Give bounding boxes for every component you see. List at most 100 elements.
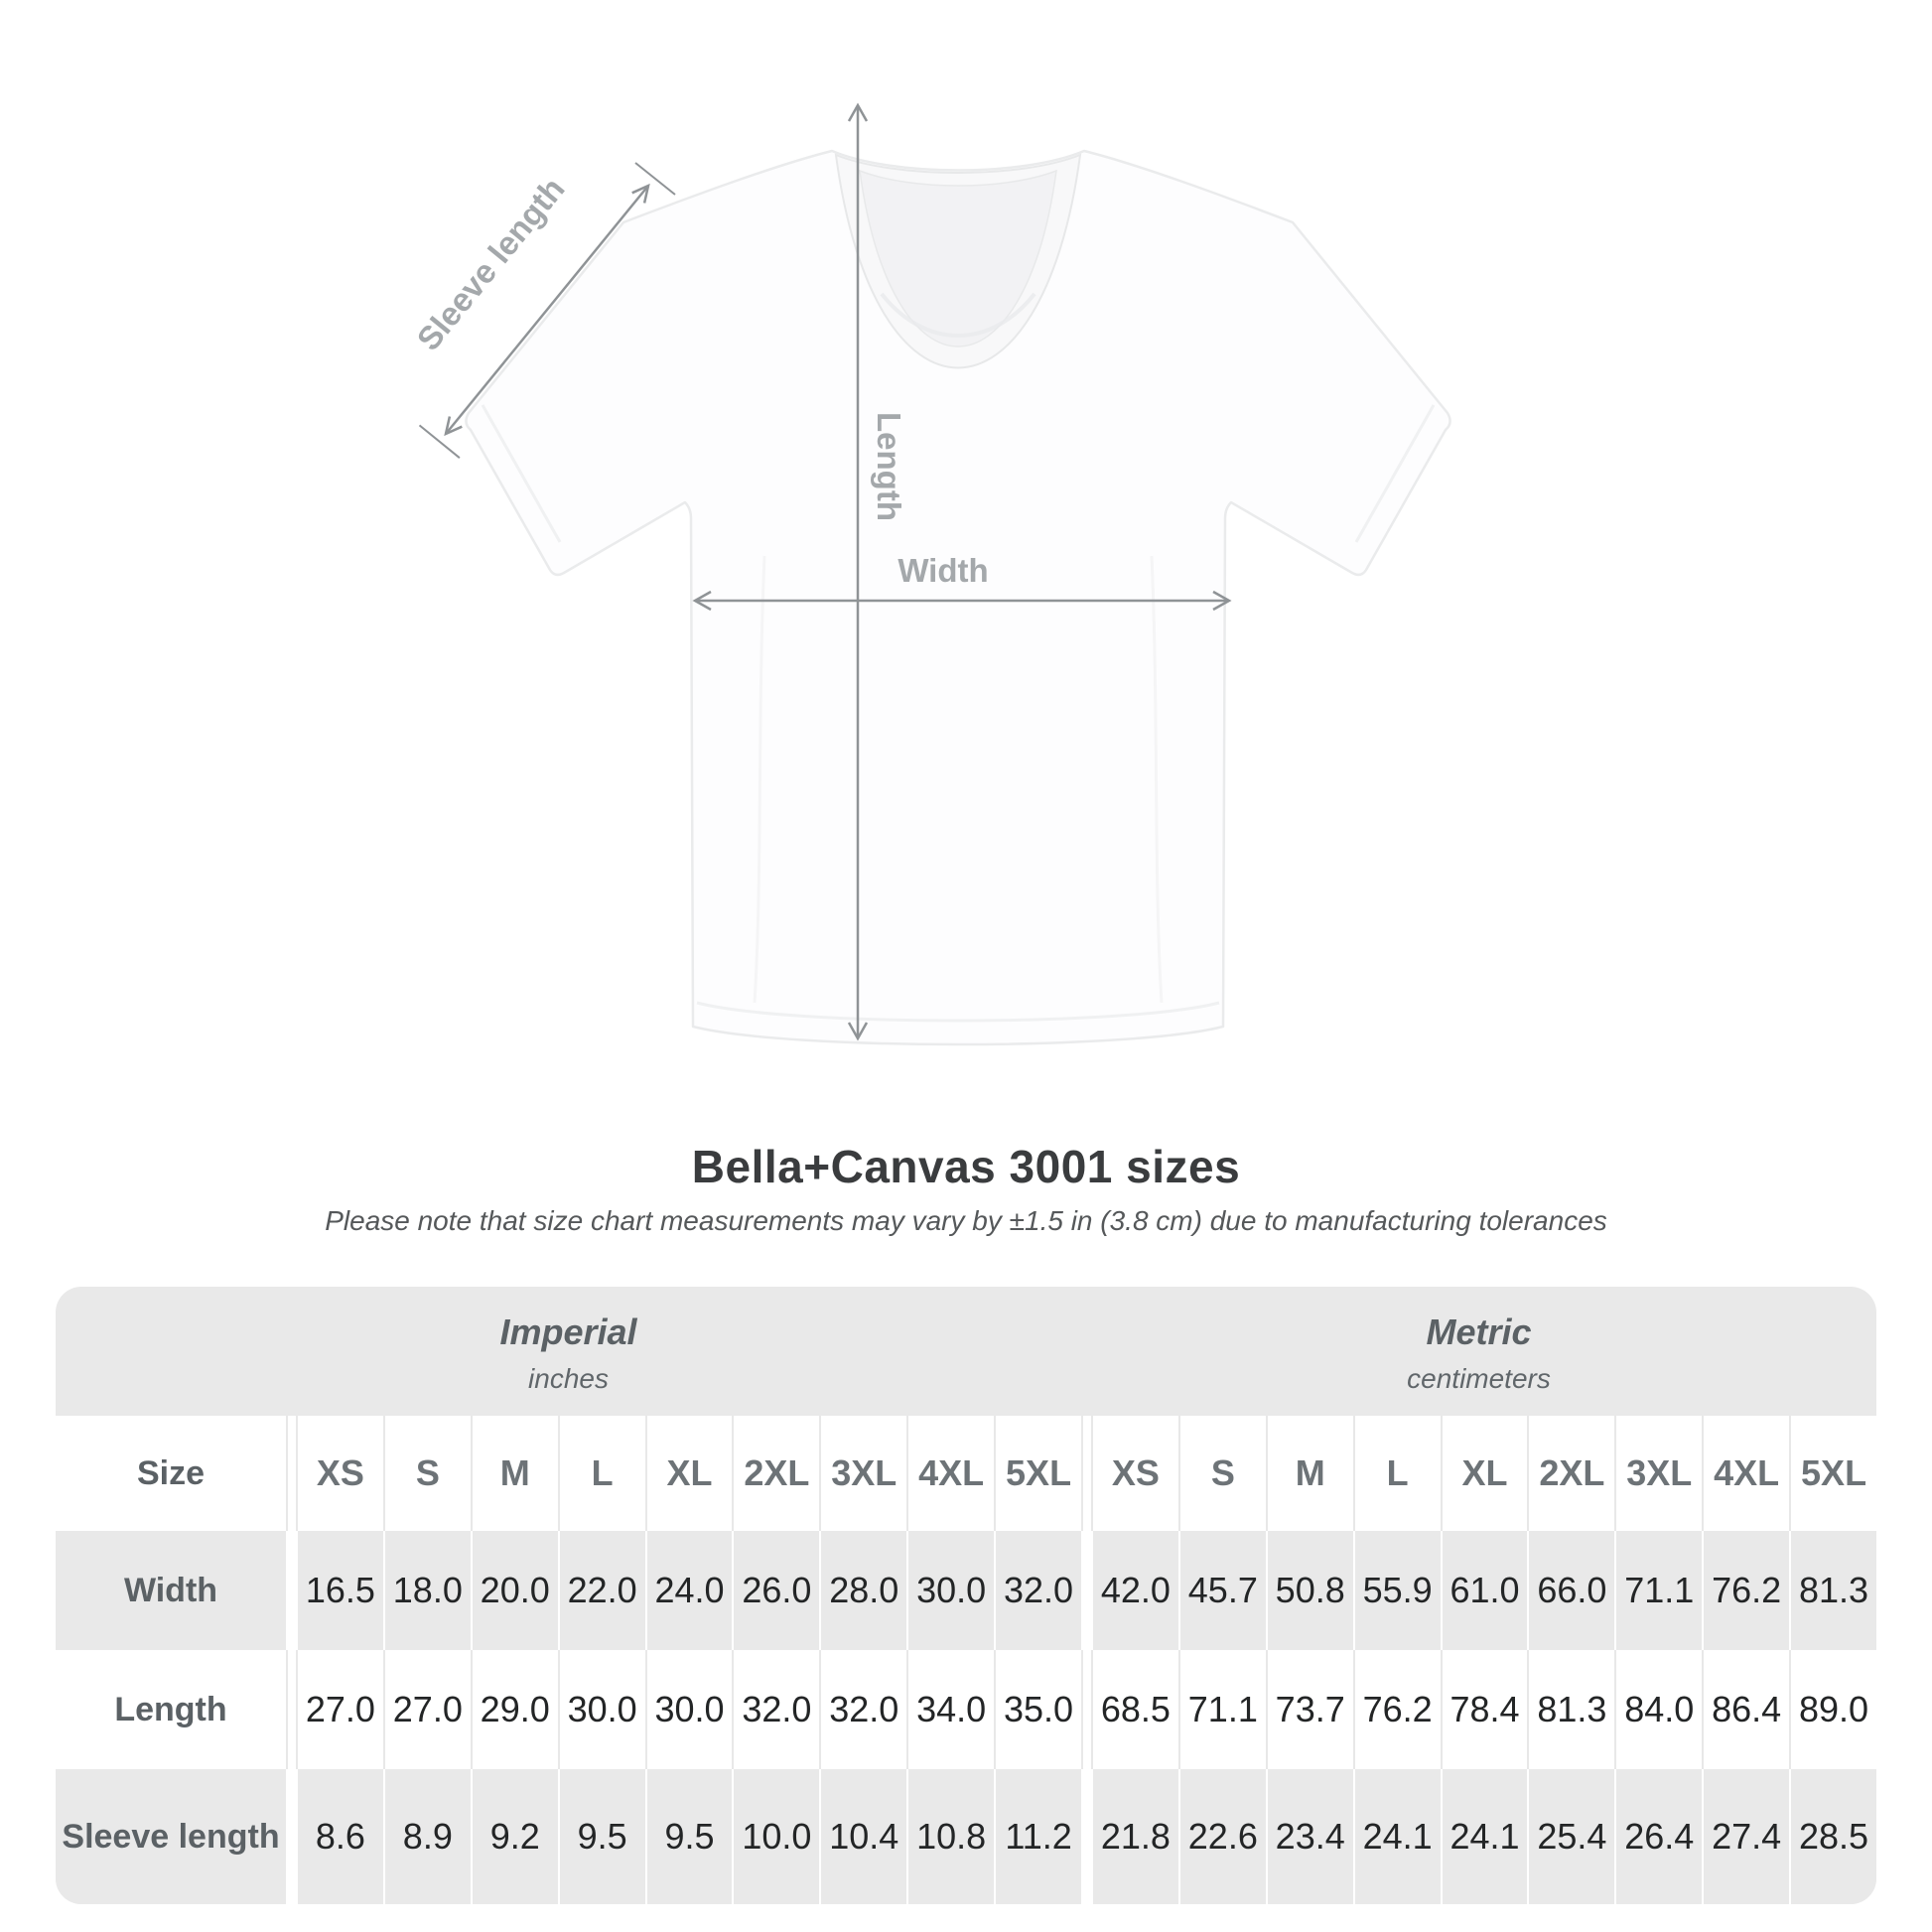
- size-header-cell: M: [470, 1416, 558, 1531]
- table-row-sleeve-length: Sleeve length 8.6 8.9 9.2 9.5 9.5 10.0 1…: [56, 1769, 1876, 1904]
- value-cell: 20.0: [470, 1531, 558, 1650]
- value-cell: 73.7: [1265, 1650, 1353, 1769]
- imperial-group-unit: inches: [528, 1363, 609, 1394]
- value-cell: 81.3: [1527, 1650, 1614, 1769]
- value-cell: 50.8: [1265, 1531, 1353, 1650]
- value-cell: 34.0: [906, 1650, 994, 1769]
- value-cell: 28.5: [1789, 1769, 1876, 1904]
- size-header-cell: 2XL: [1527, 1416, 1614, 1531]
- tshirt-illustration: [465, 149, 1451, 1046]
- value-cell: 26.0: [732, 1531, 819, 1650]
- size-header-cell: XL: [644, 1416, 733, 1531]
- value-cell: 9.5: [644, 1769, 733, 1904]
- value-cell: 89.0: [1789, 1650, 1876, 1769]
- value-cell: 10.8: [906, 1769, 994, 1904]
- value-cell: 30.0: [644, 1650, 733, 1769]
- length-label: Length: [871, 412, 907, 521]
- value-cell: 16.5: [296, 1531, 383, 1650]
- value-cell: 18.0: [382, 1531, 471, 1650]
- collar-inner-shadow: [880, 292, 1036, 338]
- value-cell: 10.0: [732, 1769, 819, 1904]
- left-cuff-seam: [481, 404, 562, 543]
- value-cell: 28.0: [819, 1531, 906, 1650]
- metric-group-label: Metric: [1426, 1311, 1532, 1352]
- size-header-cell: 4XL: [906, 1416, 994, 1531]
- value-cell: 22.6: [1177, 1769, 1266, 1904]
- size-header-cell: L: [557, 1416, 645, 1531]
- width-arrow: [692, 590, 1232, 612]
- value-cell: 30.0: [906, 1531, 994, 1650]
- value-cell: 24.0: [644, 1531, 733, 1650]
- value-cell: 61.0: [1440, 1531, 1528, 1650]
- collar-opening: [859, 169, 1057, 347]
- tshirt-body: [465, 149, 1451, 1046]
- metric-group-unit: centimeters: [1407, 1363, 1551, 1394]
- value-cell: 66.0: [1527, 1531, 1614, 1650]
- group-separator: [1080, 1769, 1091, 1904]
- group-separator: [286, 1531, 296, 1650]
- group-separator: [1080, 1650, 1091, 1769]
- body-fold-left: [753, 555, 766, 1004]
- value-cell: 8.6: [296, 1769, 383, 1904]
- value-cell: 81.3: [1789, 1531, 1876, 1650]
- row-label: Width: [123, 1571, 218, 1609]
- value-cell: 27.4: [1702, 1769, 1789, 1904]
- value-cell: 22.0: [557, 1531, 645, 1650]
- value-cell: 26.4: [1614, 1769, 1702, 1904]
- page-title: Bella+Canvas 3001 sizes: [691, 1141, 1241, 1192]
- size-header-cell: L: [1352, 1416, 1441, 1531]
- value-cell: 23.4: [1265, 1769, 1353, 1904]
- value-cell: 10.4: [819, 1769, 906, 1904]
- value-cell: 71.1: [1177, 1650, 1266, 1769]
- value-cell: 68.5: [1090, 1650, 1178, 1769]
- value-cell: 24.1: [1352, 1769, 1441, 1904]
- value-cell: 76.2: [1352, 1650, 1441, 1769]
- group-separator: [286, 1650, 296, 1769]
- imperial-group-header: Imperial inches: [56, 1287, 1081, 1418]
- value-cell: 32.0: [732, 1650, 819, 1769]
- value-cell: 21.8: [1090, 1769, 1178, 1904]
- width-label: Width: [897, 552, 988, 589]
- row-label: Sleeve length: [62, 1817, 280, 1856]
- body-fold-right: [1150, 555, 1164, 1004]
- value-cell: 9.5: [557, 1769, 645, 1904]
- size-header-cell: XL: [1440, 1416, 1528, 1531]
- size-header-cell: 5XL: [994, 1416, 1081, 1531]
- value-cell: 55.9: [1352, 1531, 1441, 1650]
- table-row-length: Length 27.0 27.0 29.0 30.0 30.0 32.0 32.…: [56, 1650, 1876, 1769]
- value-cell: 42.0: [1090, 1531, 1178, 1650]
- size-header-cell: S: [1177, 1416, 1266, 1531]
- value-cell: 84.0: [1614, 1650, 1702, 1769]
- size-column-header: Size: [136, 1453, 206, 1492]
- value-cell: 24.1: [1440, 1769, 1528, 1904]
- value-cell: 86.4: [1702, 1650, 1789, 1769]
- right-cuff-seam: [1354, 404, 1436, 543]
- hem-seam: [696, 1001, 1220, 1023]
- unit-group-row: Imperial inches Metric centimeters: [56, 1287, 1876, 1416]
- length-arrow: [847, 102, 869, 1041]
- sleeve-length-arrow: [418, 162, 676, 459]
- group-separator: [1080, 1531, 1091, 1650]
- value-cell: 76.2: [1702, 1531, 1789, 1650]
- tolerance-note: Please note that size chart measurements…: [325, 1205, 1607, 1236]
- size-header-cell: 2XL: [732, 1416, 819, 1531]
- size-header-cell: S: [382, 1416, 471, 1531]
- size-header-row: Size XS S M L XL 2XL 3XL 4XL 5XL XS S M …: [56, 1416, 1876, 1531]
- group-separator: [286, 1416, 296, 1531]
- value-cell: 27.0: [296, 1650, 383, 1769]
- value-cell: 35.0: [994, 1650, 1081, 1769]
- value-cell: 32.0: [819, 1650, 906, 1769]
- value-cell: 27.0: [382, 1650, 471, 1769]
- tshirt-measurement-diagram: Sleeve length Length Width: [410, 102, 1451, 1046]
- group-separator: [1080, 1416, 1091, 1531]
- size-header-cell: 5XL: [1789, 1416, 1876, 1531]
- metric-group-header: Metric centimeters: [1081, 1287, 1876, 1418]
- value-cell: 71.1: [1614, 1531, 1702, 1650]
- size-header-cell: M: [1265, 1416, 1353, 1531]
- value-cell: 78.4: [1440, 1650, 1528, 1769]
- value-cell: 11.2: [994, 1769, 1081, 1904]
- size-header-cell: XS: [296, 1416, 383, 1531]
- value-cell: 25.4: [1527, 1769, 1614, 1904]
- table-row-width: Width 16.5 18.0 20.0 22.0 24.0 26.0 28.0…: [56, 1531, 1876, 1650]
